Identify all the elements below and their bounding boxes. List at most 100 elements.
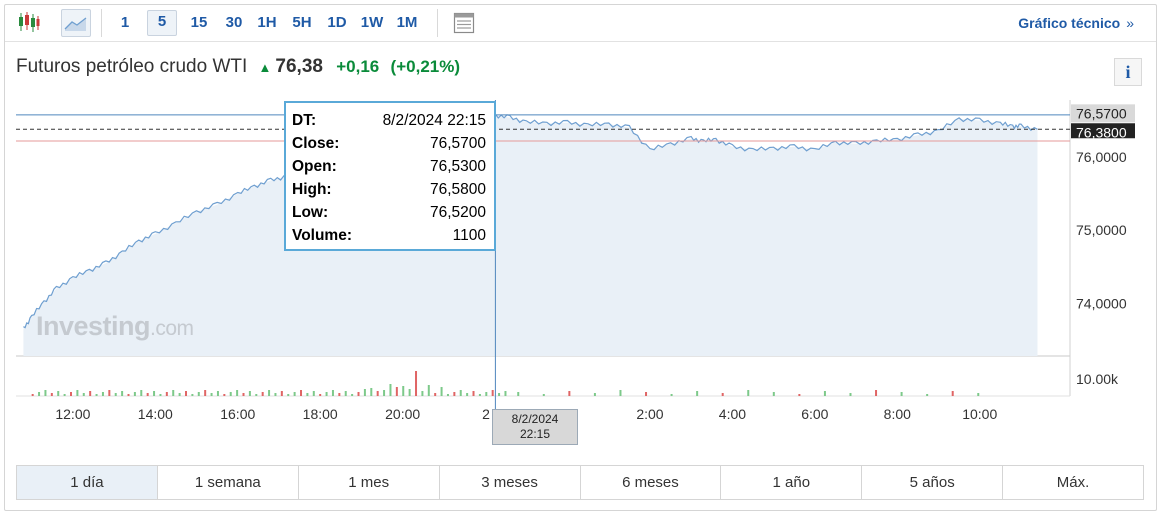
volume-bar [376, 391, 379, 396]
range-selector: 1 día 1 semana 1 mes 3 meses 6 meses 1 año 5 a… [16, 465, 1144, 500]
volume-bar [951, 391, 954, 396]
x-tick-label: 10:00 [962, 406, 997, 422]
volume-bar [306, 393, 309, 396]
toolbar: 1 5 15 30 1H 5H 1D 1W 1M Gráfico técnico » [5, 5, 1156, 42]
range-1-a-o[interactable]: 1 año [721, 466, 863, 499]
interval-button-1w[interactable]: 1W [360, 14, 384, 31]
crosshair-time: 22:15 [519, 427, 551, 441]
volume-bar [191, 394, 194, 396]
y-tick-label: 76,0000 [1076, 149, 1127, 165]
volume-tick-label: 10.00k [1076, 371, 1119, 387]
volume-bar [69, 392, 72, 396]
volume-bar [223, 394, 226, 396]
x-tick-label: 14:00 [138, 406, 173, 422]
x-tick-label: 6:00 [801, 406, 828, 422]
volume-bar [216, 391, 219, 396]
interval-button-30[interactable]: 30 [225, 14, 243, 31]
volume-bar [542, 394, 545, 396]
tooltip-key: Volume: [292, 227, 352, 244]
volume-bar [229, 392, 232, 396]
volume-bar [114, 393, 117, 396]
volume-bar [363, 389, 366, 396]
range-1-día[interactable]: 1 día [17, 466, 158, 499]
volume-bar [926, 394, 929, 396]
hover-value-label: 76,5700 [1076, 105, 1127, 121]
volume-bar [108, 390, 111, 396]
tooltip-row: Close: 76,5700 [292, 132, 488, 155]
tooltip-key: Open: [292, 158, 337, 175]
volume-bar [159, 394, 162, 396]
double-chevron-right-icon: » [1126, 15, 1134, 31]
interval-button-5h[interactable]: 5H [292, 14, 312, 31]
area-chart-icon[interactable] [61, 9, 91, 37]
range-5-a-os[interactable]: 5 años [862, 466, 1004, 499]
volume-bar [344, 391, 347, 396]
range-6-meses[interactable]: 6 meses [581, 466, 722, 499]
range-máx-[interactable]: Máx. [1056, 474, 1090, 491]
chart-widget-frame [4, 4, 1157, 511]
watermark-suffix: .com [150, 317, 194, 340]
interval-button-5[interactable]: 5 [147, 10, 177, 36]
volume-bar [261, 392, 264, 396]
tooltip-value: 8/2/2024 22:15 [382, 112, 486, 129]
current-value-label: 76,3800 [1076, 124, 1127, 140]
volume-bar [57, 391, 60, 396]
interval-button-1d[interactable]: 1D [327, 14, 347, 31]
volume-bar [178, 393, 181, 396]
volume-bar [38, 392, 41, 396]
volume-bar [472, 391, 475, 396]
volume-bar [383, 390, 386, 396]
volume-bar [300, 390, 303, 396]
volume-bar [977, 393, 980, 396]
volume-bar [402, 386, 405, 396]
candlestick-chart-icon[interactable] [17, 10, 41, 34]
interval-button-1h[interactable]: 1H [257, 14, 277, 31]
volume-bar [325, 392, 328, 396]
x-tick-label: 18:00 [303, 406, 338, 422]
interval-button-1m[interactable]: 1M [396, 14, 418, 31]
range-3-meses[interactable]: 3 meses [440, 466, 581, 499]
volume-bar [453, 392, 456, 396]
volume-bar [875, 390, 878, 396]
price-change: +0,16 [336, 57, 380, 76]
interval-button-1[interactable]: 1 [120, 14, 130, 31]
volume-bar [268, 390, 271, 396]
volume-bar [242, 393, 245, 396]
tooltip-row: High: 76,5800 [292, 178, 488, 201]
volume-bar [338, 393, 341, 396]
volume-bar [421, 391, 424, 396]
volume-bar [568, 391, 571, 396]
range-1-semana[interactable]: 1 semana [158, 466, 299, 499]
y-tick-label: 74,0000 [1076, 295, 1127, 311]
x-tick-label: 2 [482, 406, 490, 422]
info-button[interactable]: i [1114, 58, 1142, 86]
volume-bar [82, 393, 85, 396]
range-1-mes[interactable]: 1 mes [299, 466, 440, 499]
volume-bar [747, 390, 750, 396]
volume-bar [153, 391, 156, 396]
x-tick-label: 20:00 [385, 406, 420, 422]
volume-bar [127, 394, 130, 396]
volume-bar [165, 392, 168, 396]
volume-bar [44, 390, 47, 396]
data-table-icon[interactable] [453, 12, 475, 34]
x-tick-label: 16:00 [220, 406, 255, 422]
volume-bar [331, 390, 334, 396]
volume-bar [900, 392, 903, 396]
technical-chart-label[interactable]: Gráfico técnico [1018, 15, 1121, 31]
arrow-up-icon: ▲ [258, 60, 272, 75]
volume-bar [197, 392, 200, 396]
volume-bar [248, 391, 251, 396]
volume-bar [357, 392, 360, 396]
volume-bar [185, 391, 188, 396]
volume-bar [287, 394, 290, 396]
interval-button-15[interactable]: 15 [190, 14, 208, 31]
quote-header: Futuros petróleo crudo WTI ▲ 76,38 +0,16 … [16, 56, 460, 78]
price-chart[interactable]: 76,0000 75,0000 74,0000 76,5700 76,3800 10.00… [0, 0, 1164, 460]
technical-chart-link[interactable]: Gráfico técnico » [1018, 15, 1134, 31]
volume-bar [670, 394, 673, 396]
x-tick-label: 4:00 [719, 406, 746, 422]
investing-watermark-logo: Investing.com [36, 311, 194, 342]
volume-bar [485, 392, 488, 396]
volume-bar [255, 394, 258, 396]
